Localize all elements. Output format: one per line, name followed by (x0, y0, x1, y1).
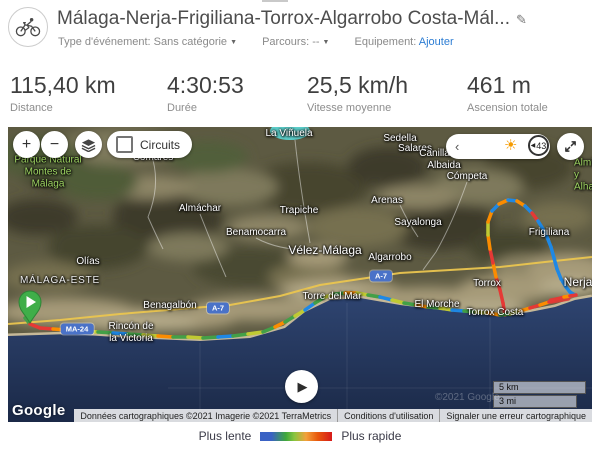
terms-link[interactable]: Conditions d'utilisation (337, 409, 439, 422)
cycling-icon (15, 18, 41, 37)
activity-title-text: Málaga-Nerja-Frigiliana-Torrox-Algarrobo… (57, 8, 510, 29)
play-route-button[interactable]: ▶ (285, 370, 318, 403)
stat-elevation: 461 m Ascension totale (467, 72, 548, 114)
slider-handle[interactable]: ◀ 43 (528, 135, 549, 156)
scale-bar-km: 5 km (493, 381, 586, 394)
edit-title-icon[interactable]: ✎ (515, 12, 527, 27)
stat-avg-speed: 25,5 km/h Vitesse moyenne (307, 72, 408, 114)
zoom-out-button[interactable]: − (41, 131, 68, 158)
layers-button[interactable] (75, 131, 102, 158)
map-attribution-bar: Données cartographiques ©2021 Imagerie ©… (74, 409, 592, 422)
activity-meta-row: Type d'événement: Sans catégorie ▼ Parcou… (58, 36, 476, 48)
marker-left-icon: ◀ (530, 143, 536, 149)
play-icon: ▶ (297, 378, 308, 394)
circuits-label: Circuits (140, 137, 181, 152)
legend-fast-label: Plus rapide (341, 429, 402, 443)
highway-a7 (8, 256, 592, 325)
stats-row: 115,40 km Distance 4:30:53 Durée 25,5 km/h… (0, 72, 600, 118)
stat-duration: 4:30:53 Durée (167, 72, 244, 114)
play-glyph (26, 296, 36, 308)
zoom-in-button[interactable]: + (13, 131, 40, 158)
activity-route (23, 198, 578, 340)
start-marker (18, 290, 42, 324)
speed-gradient-bar (260, 431, 333, 441)
stat-distance: 115,40 km Distance (10, 72, 116, 114)
scale-bar-mi: 3 mi (493, 395, 577, 408)
legend-slow-label: Plus lente (198, 429, 252, 443)
expand-icon (565, 141, 576, 152)
speed-legend: Plus lente Plus rapide (0, 429, 600, 443)
chevron-left-icon[interactable]: ‹ (455, 139, 460, 154)
slider-value: 43 (536, 140, 547, 151)
course-dropdown[interactable]: Parcours: -- ▼ (262, 36, 330, 48)
top-divider (262, 0, 288, 2)
equipment-group: Equipement: Ajouter (354, 36, 454, 48)
reservoir-la-vinuela (270, 127, 310, 140)
page-title: Málaga-Nerja-Frigiliana-Torrox-Algarrobo… (57, 8, 527, 30)
sea (8, 297, 592, 422)
report-error-link[interactable]: Signaler une erreur cartographique (439, 409, 592, 422)
playback-slider[interactable]: ‹ ☀ ◀ 43 (446, 134, 550, 159)
event-type-dropdown[interactable]: Type d'événement: Sans catégorie ▼ (58, 36, 237, 48)
chevron-down-icon: ▼ (322, 39, 330, 46)
sun-icon: ☀ (504, 137, 518, 154)
circuits-toggle[interactable]: Circuits (107, 131, 193, 158)
circuits-checkbox[interactable] (116, 136, 133, 153)
map-canvas[interactable]: Parque Natural Montes de MálagaComaresLa… (8, 127, 592, 422)
activity-type-badge (8, 7, 48, 47)
google-logo[interactable]: Google (12, 402, 66, 419)
add-equipment-link[interactable]: Ajouter (418, 36, 454, 48)
layers-icon (81, 138, 96, 152)
chevron-down-icon: ▼ (230, 39, 237, 46)
attribution-text: Données cartographiques ©2021 Imagerie ©… (80, 410, 332, 421)
fullscreen-button[interactable] (557, 133, 584, 160)
